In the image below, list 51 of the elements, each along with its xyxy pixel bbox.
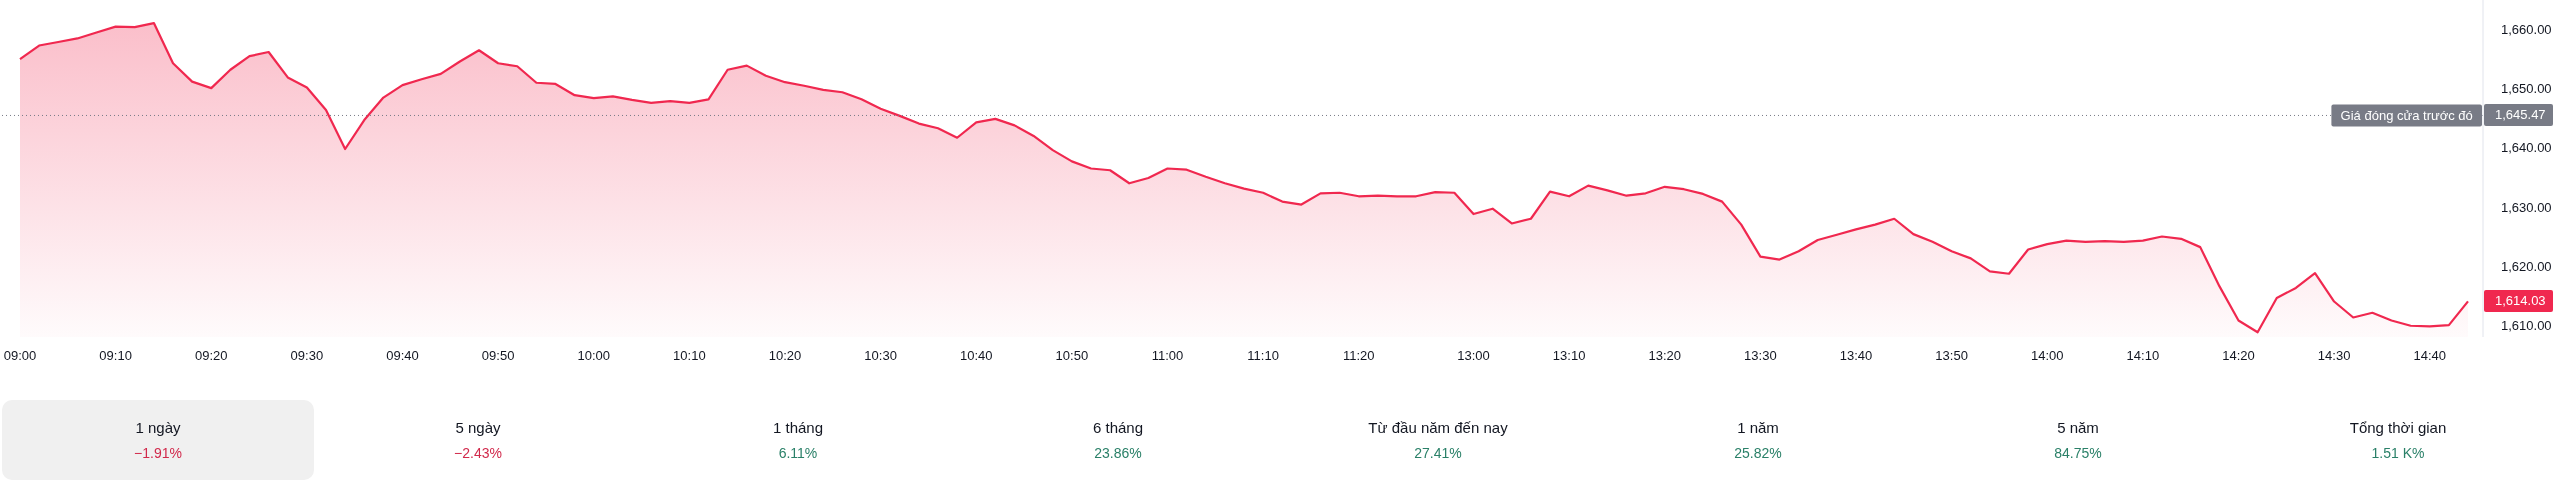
x-tick-label: 09:20 bbox=[194, 348, 228, 364]
text: 1,645.47 bbox=[2495, 107, 2546, 123]
text: 1,614.03 bbox=[2495, 293, 2546, 309]
y-tick-label: 1,660.00 bbox=[2501, 22, 2552, 38]
x-tick-label: 14:00 bbox=[2030, 348, 2064, 364]
x-tick-label: 11:00 bbox=[1151, 348, 1184, 364]
y-tick-label: 1,650.00 bbox=[2501, 81, 2552, 97]
text: −2.43% bbox=[454, 445, 502, 461]
x-tick-label: 11:20 bbox=[1342, 348, 1375, 364]
x-tick-label: 14:20 bbox=[2222, 348, 2255, 364]
category-label: 1 năm bbox=[1737, 419, 1779, 436]
x-tick-label: 09:10 bbox=[99, 348, 132, 364]
category-label: 1 ngày bbox=[135, 419, 181, 436]
x-tick-label: 10:30 bbox=[864, 348, 897, 364]
x-tick-label: 09:30 bbox=[290, 348, 324, 364]
category-label: 5 ngày bbox=[455, 419, 501, 436]
text: 6.11% bbox=[778, 445, 818, 461]
x-tick-label: 14:10 bbox=[2126, 348, 2160, 364]
text: 1.51 K% bbox=[2371, 445, 2425, 461]
x-tick-label: 10:10 bbox=[673, 348, 706, 364]
text: 23.86% bbox=[1094, 445, 1142, 461]
category-label: 6 tháng bbox=[1092, 419, 1144, 436]
category-label: 1 tháng bbox=[772, 419, 824, 436]
y-tick-label: 1,630.00 bbox=[2501, 199, 2552, 215]
category-label: 5 năm bbox=[2057, 419, 2099, 436]
y-tick-label: 1,620.00 bbox=[2501, 258, 2552, 274]
x-tick-label: 09:50 bbox=[481, 348, 515, 364]
x-tick-label: 13:30 bbox=[1744, 348, 1777, 364]
x-tick-label: 09:00 bbox=[3, 348, 37, 364]
text: −1.91% bbox=[134, 445, 182, 461]
x-tick-label: 10:40 bbox=[959, 348, 993, 364]
category-label: Tổng thời gian bbox=[2349, 419, 2447, 436]
text: 25.82% bbox=[1734, 445, 1782, 461]
x-tick-label: 10:00 bbox=[577, 348, 611, 364]
x-tick-label: 13:40 bbox=[1839, 348, 1873, 364]
text: 27.41% bbox=[1414, 445, 1462, 461]
y-tick-label: 1,610.00 bbox=[2501, 317, 2552, 333]
ref-line-label: Giá đóng cửa trước đó bbox=[2340, 108, 2473, 124]
x-tick-label: 14:40 bbox=[2413, 348, 2447, 364]
x-tick-label: 11:10 bbox=[1247, 348, 1279, 364]
x-tick-label: 10:20 bbox=[768, 348, 802, 364]
x-tick-label: 13:20 bbox=[1648, 348, 1682, 364]
x-tick-label: 13:10 bbox=[1552, 348, 1586, 364]
text: 84.75% bbox=[2054, 445, 2102, 461]
x-tick-label: 14:30 bbox=[2317, 348, 2351, 364]
y-tick-label: 1,640.00 bbox=[2501, 140, 2552, 156]
x-tick-label: 09:40 bbox=[386, 348, 419, 364]
x-tick-label: 13:00 bbox=[1457, 348, 1490, 364]
x-tick-label: 10:50 bbox=[1055, 348, 1089, 364]
x-tick-label: 13:50 bbox=[1935, 348, 1968, 364]
category-label: Từ đầu năm đến nay bbox=[1368, 419, 1508, 436]
